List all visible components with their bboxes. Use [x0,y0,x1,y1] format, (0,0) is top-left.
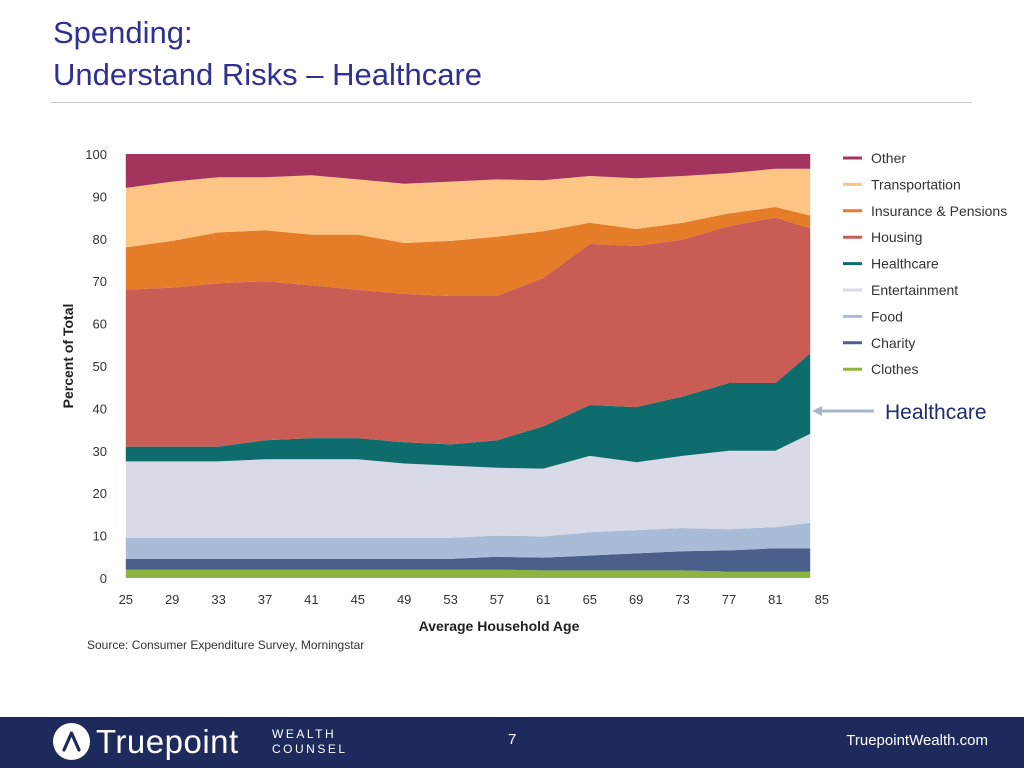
x-tick-label: 61 [536,592,550,607]
legend-label: Other [871,150,906,166]
x-tick-label: 29 [165,592,179,607]
area-healthcare [125,353,811,469]
area-food [125,522,811,559]
x-tick-label: 69 [629,592,643,607]
x-tick-label: 53 [443,592,457,607]
source-note: Source: Consumer Expenditure Survey, Mor… [87,638,365,652]
legend-label: Insurance & Pensions [871,203,1007,219]
legend-item: Other [843,150,906,166]
legend-label: Transportation [871,176,961,192]
x-tick-label: 45 [351,592,365,607]
y-tick-label: 100 [85,147,107,162]
x-tick-label: 33 [211,592,225,607]
y-axis-ticks: 0 10 20 30 40 50 60 70 80 90 100 [85,147,107,586]
legend-item: Insurance & Pensions [843,203,1007,219]
y-axis-title: Percent of Total [60,304,76,409]
truepoint-logo-icon [53,723,90,760]
y-tick-label: 10 [93,529,107,544]
legend-item: Charity [843,335,915,351]
brand-subtitle: WEALTH COUNSEL [272,727,348,757]
chart-legend: Other Transportation Insurance & Pensions H… [843,150,1007,377]
y-tick-label: 60 [93,317,107,332]
slide-title: Spending: Understand Risks – Healthcare [53,12,482,96]
y-tick-label: 0 [100,571,107,586]
x-tick-label: 73 [675,592,689,607]
y-tick-label: 30 [93,444,107,459]
x-axis-ticks: 25 29 33 37 41 45 49 53 57 61 65 69 73 77 81 85 [119,592,829,607]
area-charity [125,548,811,572]
x-tick-label: 25 [119,592,133,607]
legend-item: Housing [843,229,922,245]
y-tick-label: 40 [93,401,107,416]
brand-name: Truepoint [96,723,239,760]
area-entertainment [125,433,811,538]
legend-item: Food [843,308,903,324]
y-tick-label: 20 [93,486,107,501]
legend-item: Healthcare [843,256,939,272]
chart-areas [125,154,811,578]
x-tick-label: 49 [397,592,411,607]
y-tick-label: 90 [93,189,107,204]
x-tick-label: 77 [722,592,736,607]
title-divider [51,102,972,103]
y-tick-label: 50 [93,359,107,374]
legend-label: Charity [871,335,915,351]
x-tick-label: 85 [815,592,829,607]
healthcare-callout: Healthcare [812,401,987,424]
x-tick-label: 41 [304,592,318,607]
page-number: 7 [508,731,517,748]
legend-item: Entertainment [843,282,958,298]
x-tick-label: 57 [490,592,504,607]
y-tick-label: 70 [93,274,107,289]
legend-label: Housing [871,229,922,245]
y-tick-label: 80 [93,232,107,247]
legend-item: Clothes [843,361,918,377]
brand-subtitle-line-1: WEALTH [272,727,337,741]
area-insurance-pensions [125,207,811,296]
x-axis-title: Average Household Age [419,618,580,634]
x-tick-label: 81 [768,592,782,607]
slide-title-line-1: Spending: [53,15,193,50]
x-tick-label: 37 [258,592,272,607]
legend-label: Entertainment [871,282,958,298]
legend-label: Clothes [871,361,918,377]
spending-area-chart: 0 10 20 30 40 50 60 70 80 90 100 25 29 33 37 41 45 49 53 5… [60,147,1007,634]
legend-item: Transportation [843,176,961,192]
footer-bar: Truepoint WEALTH COUNSEL 7 TruepointWeal… [0,717,1024,768]
legend-label: Healthcare [871,256,939,272]
callout-label: Healthcare [885,401,987,424]
x-tick-label: 65 [583,592,597,607]
brand-subtitle-line-2: COUNSEL [272,742,348,756]
slide-title-line-2: Understand Risks – Healthcare [53,57,483,92]
area-housing [125,217,811,447]
area-transportation [125,168,811,248]
callout-arrow-head [812,406,822,416]
area-clothes [125,569,811,578]
legend-label: Food [871,308,903,324]
website-link[interactable]: TruepointWealth.com [846,732,988,749]
area-other [125,154,811,188]
